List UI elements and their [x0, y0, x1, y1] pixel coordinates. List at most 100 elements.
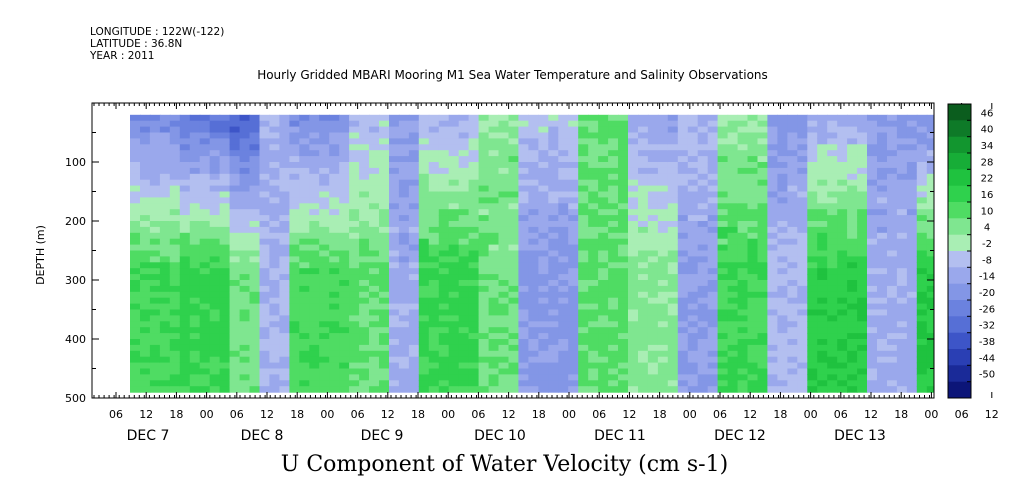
heatmap-cell [697, 374, 709, 381]
heatmap-cell [677, 197, 689, 204]
heatmap-cell [518, 285, 529, 293]
y-tick-label: 500 [65, 392, 86, 405]
heatmap-cell [149, 144, 161, 151]
heatmap-cell [677, 215, 689, 222]
heatmap-cell [827, 114, 838, 122]
heatmap-cell [867, 262, 878, 269]
heatmap-cell [229, 274, 241, 281]
heatmap-cell [977, 380, 988, 387]
heatmap-cell [179, 315, 191, 322]
heatmap-cell [219, 374, 231, 381]
heatmap-cell [518, 215, 529, 222]
heatmap-cell [289, 221, 300, 228]
heatmap-cell [608, 315, 619, 322]
heatmap-cell [289, 374, 300, 381]
heatmap-cell [398, 156, 410, 163]
heatmap-cell [279, 344, 290, 352]
heatmap-cell [687, 197, 699, 204]
heatmap-cell [289, 309, 300, 316]
heatmap-cell [827, 203, 838, 210]
heatmap-cell [169, 350, 181, 358]
heatmap-cell [488, 280, 500, 287]
heatmap-cell [179, 126, 191, 134]
heatmap-cell [279, 244, 290, 252]
heatmap-cell [717, 221, 729, 228]
heatmap-cell [418, 309, 430, 316]
heatmap-cell [747, 291, 759, 299]
heatmap-cell [269, 244, 280, 252]
heatmap-cell [687, 291, 699, 299]
heatmap-cell [558, 203, 569, 210]
heatmap-cell [667, 256, 679, 263]
heatmap-cell [179, 350, 191, 358]
heatmap-cell [498, 285, 510, 293]
heatmap-cell [707, 120, 719, 128]
heatmap-cell [787, 232, 798, 240]
heatmap-cell [249, 215, 261, 222]
heatmap-cell [697, 191, 709, 198]
heatmap-cell [219, 262, 231, 269]
heatmap-cell [667, 191, 679, 198]
heatmap-cell [458, 356, 470, 364]
heatmap-cell [418, 350, 430, 358]
heatmap-cell [309, 126, 320, 134]
heatmap-cell [239, 215, 251, 222]
heatmap-cell [578, 321, 589, 328]
heatmap-cell [568, 309, 579, 316]
heatmap-cell [578, 291, 589, 299]
heatmap-cell [339, 179, 350, 187]
heatmap-cell [608, 232, 619, 240]
heatmap-cell [130, 280, 141, 287]
heatmap-cell [926, 244, 934, 252]
heatmap-cell [707, 221, 719, 228]
heatmap-cell [647, 191, 659, 198]
heatmap-cell [926, 173, 934, 181]
heatmap-cell [349, 386, 360, 393]
heatmap-cell [787, 173, 798, 181]
heatmap-cell [767, 132, 778, 139]
heatmap-cell [169, 167, 181, 175]
x-tick-label: 12 [260, 408, 274, 421]
heatmap-cell [398, 356, 410, 364]
heatmap-cell [289, 285, 300, 293]
heatmap-cell [159, 344, 171, 352]
heatmap-cell [787, 362, 798, 370]
heatmap-cell [319, 339, 330, 346]
heatmap-cell [189, 144, 201, 151]
heatmap-cell [418, 226, 430, 234]
heatmap-cell [906, 339, 918, 346]
heatmap-cell [608, 291, 619, 299]
heatmap-cell [906, 280, 918, 287]
heatmap-cell [827, 138, 838, 145]
heatmap-cell [249, 167, 261, 175]
heatmap-cell [628, 350, 639, 358]
heatmap-cell [379, 291, 390, 299]
heatmap-cell [528, 250, 539, 257]
heatmap-cell [677, 185, 689, 193]
heatmap-cell [229, 285, 241, 293]
heatmap-cell [817, 256, 828, 263]
heatmap-cell [468, 262, 480, 269]
heatmap-cell [697, 244, 709, 252]
heatmap-cell [209, 386, 221, 393]
heatmap-cell [528, 138, 539, 145]
heatmap-cell [438, 238, 450, 246]
heatmap-cell [309, 215, 320, 222]
heatmap-cell [458, 344, 470, 352]
heatmap-cell [777, 327, 788, 334]
heatmap-cell [359, 386, 370, 393]
heatmap-cell [906, 262, 918, 269]
heatmap-cell [558, 256, 569, 263]
heatmap-cell [608, 333, 619, 340]
heatmap-cell [767, 203, 778, 210]
heatmap-cell [677, 167, 689, 175]
heatmap-cell [857, 268, 868, 275]
heatmap-cell [389, 362, 400, 370]
heatmap-cell [189, 315, 201, 322]
heatmap-cell [349, 362, 360, 370]
heatmap-cell [169, 321, 181, 328]
heatmap-cell [727, 386, 739, 393]
heatmap-cell [926, 362, 934, 370]
heatmap-cell [787, 185, 798, 193]
heatmap-cell [877, 185, 888, 193]
